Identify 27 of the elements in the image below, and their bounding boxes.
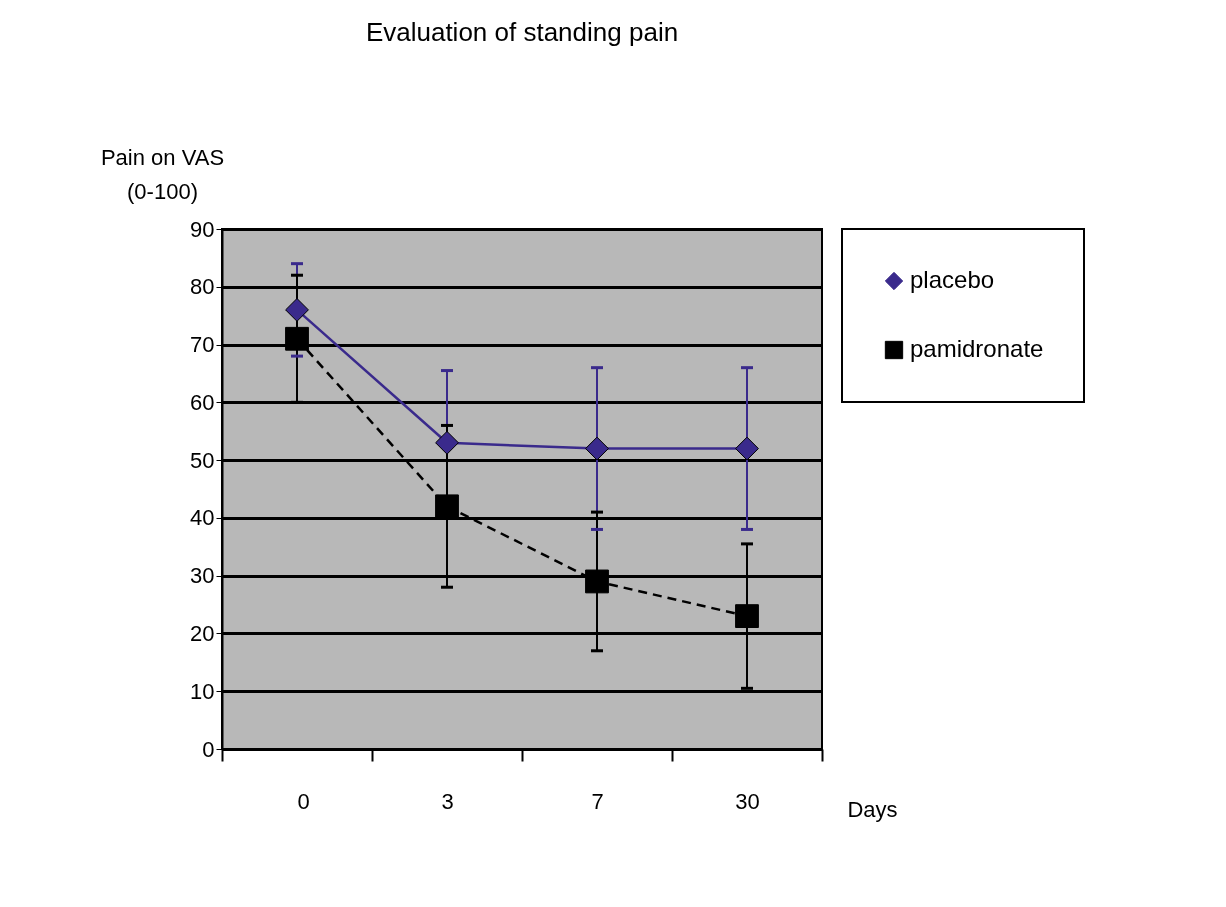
y-tick-label: 90: [190, 216, 215, 242]
point: [285, 326, 309, 351]
legend-label: pamidronate: [910, 335, 1044, 362]
point: [285, 297, 309, 322]
x-tick-label: 30: [735, 788, 760, 814]
y-tick-label: 50: [190, 447, 215, 473]
y-axis-title: Pain on VAS (0-100): [100, 144, 225, 204]
y-tick-label: 0: [202, 736, 215, 762]
point: [585, 569, 609, 594]
y-tick-label: 40: [190, 505, 215, 531]
y-tick-label: 10: [190, 678, 215, 704]
y-tick-label: 20: [190, 620, 215, 646]
y-tick-label: 80: [190, 274, 215, 300]
y-tick-label: 70: [190, 332, 215, 358]
x-axis-title: Days: [847, 796, 898, 822]
x-tick-label: 7: [591, 788, 604, 814]
y-tick-label: 30: [190, 563, 215, 589]
point: [585, 436, 609, 461]
point: [435, 430, 459, 455]
x-tick-label: 0: [297, 788, 310, 814]
x-tick-label: 3: [441, 788, 454, 814]
point: [435, 494, 459, 519]
y-tick-label: 60: [190, 389, 215, 415]
chart-title: Evaluation of standing pain: [365, 17, 679, 47]
legend-label: placebo: [910, 266, 995, 293]
point: [735, 436, 759, 461]
point: [735, 604, 759, 629]
